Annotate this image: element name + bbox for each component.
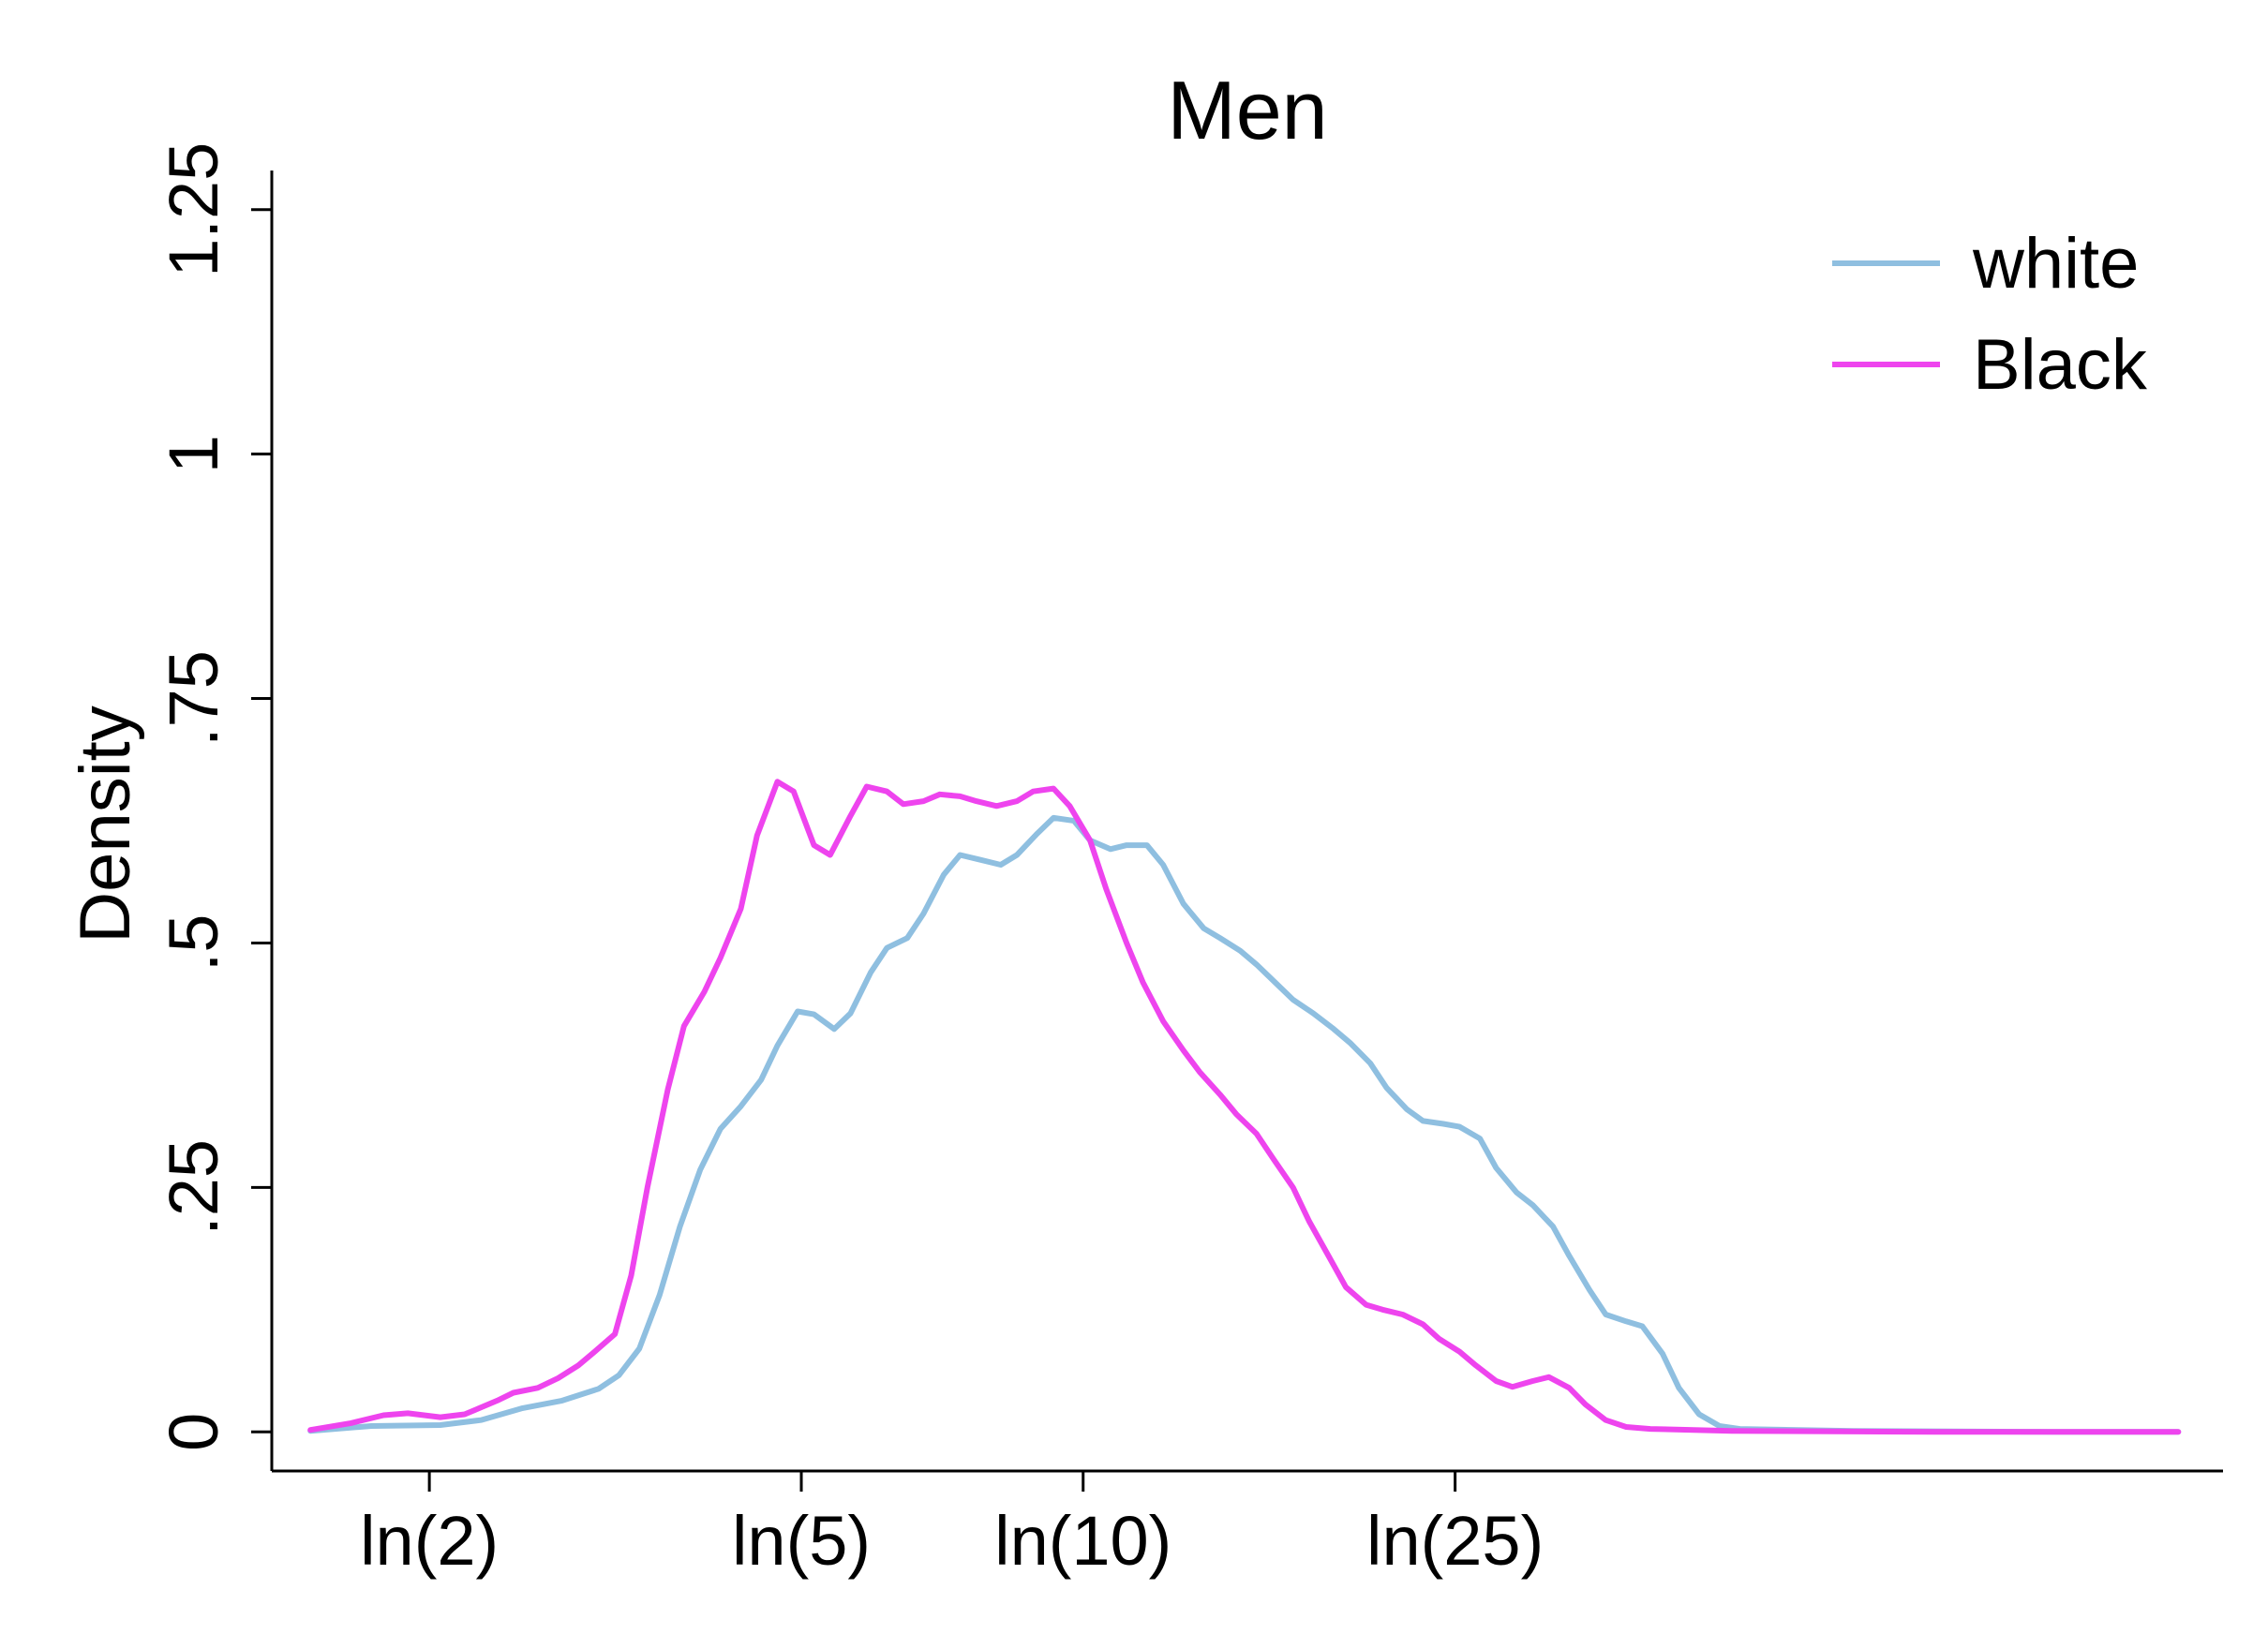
y-tick-label: .75	[155, 650, 232, 747]
y-axis-label: Density	[66, 706, 145, 943]
y-tick-label: 1.25	[155, 142, 232, 277]
x-tick-label: ln(10)	[994, 1502, 1171, 1580]
y-tick-label: 1	[155, 435, 232, 473]
chart-title: Men	[1167, 64, 1327, 156]
series-line-white	[307, 814, 2182, 1435]
y-axis-ticks: 0 .25 .5 .75 1 1.25	[155, 142, 272, 1451]
y-tick-label: .25	[155, 1139, 232, 1236]
x-axis-ticks: ln(2) ln(5) ln(10) ln(25)	[360, 1471, 1544, 1580]
x-tick-label: ln(25)	[1366, 1502, 1544, 1580]
x-tick-label: ln(5)	[732, 1502, 871, 1580]
series-lines	[307, 779, 2182, 1435]
series-line-black	[307, 779, 2182, 1435]
legend: white Black	[1832, 224, 2148, 405]
legend-label-black: Black	[1973, 325, 2148, 405]
x-tick-label: ln(2)	[360, 1502, 499, 1580]
y-tick-label: 0	[155, 1413, 232, 1451]
y-tick-label: .5	[155, 914, 232, 973]
legend-label-white: white	[1972, 224, 2139, 304]
